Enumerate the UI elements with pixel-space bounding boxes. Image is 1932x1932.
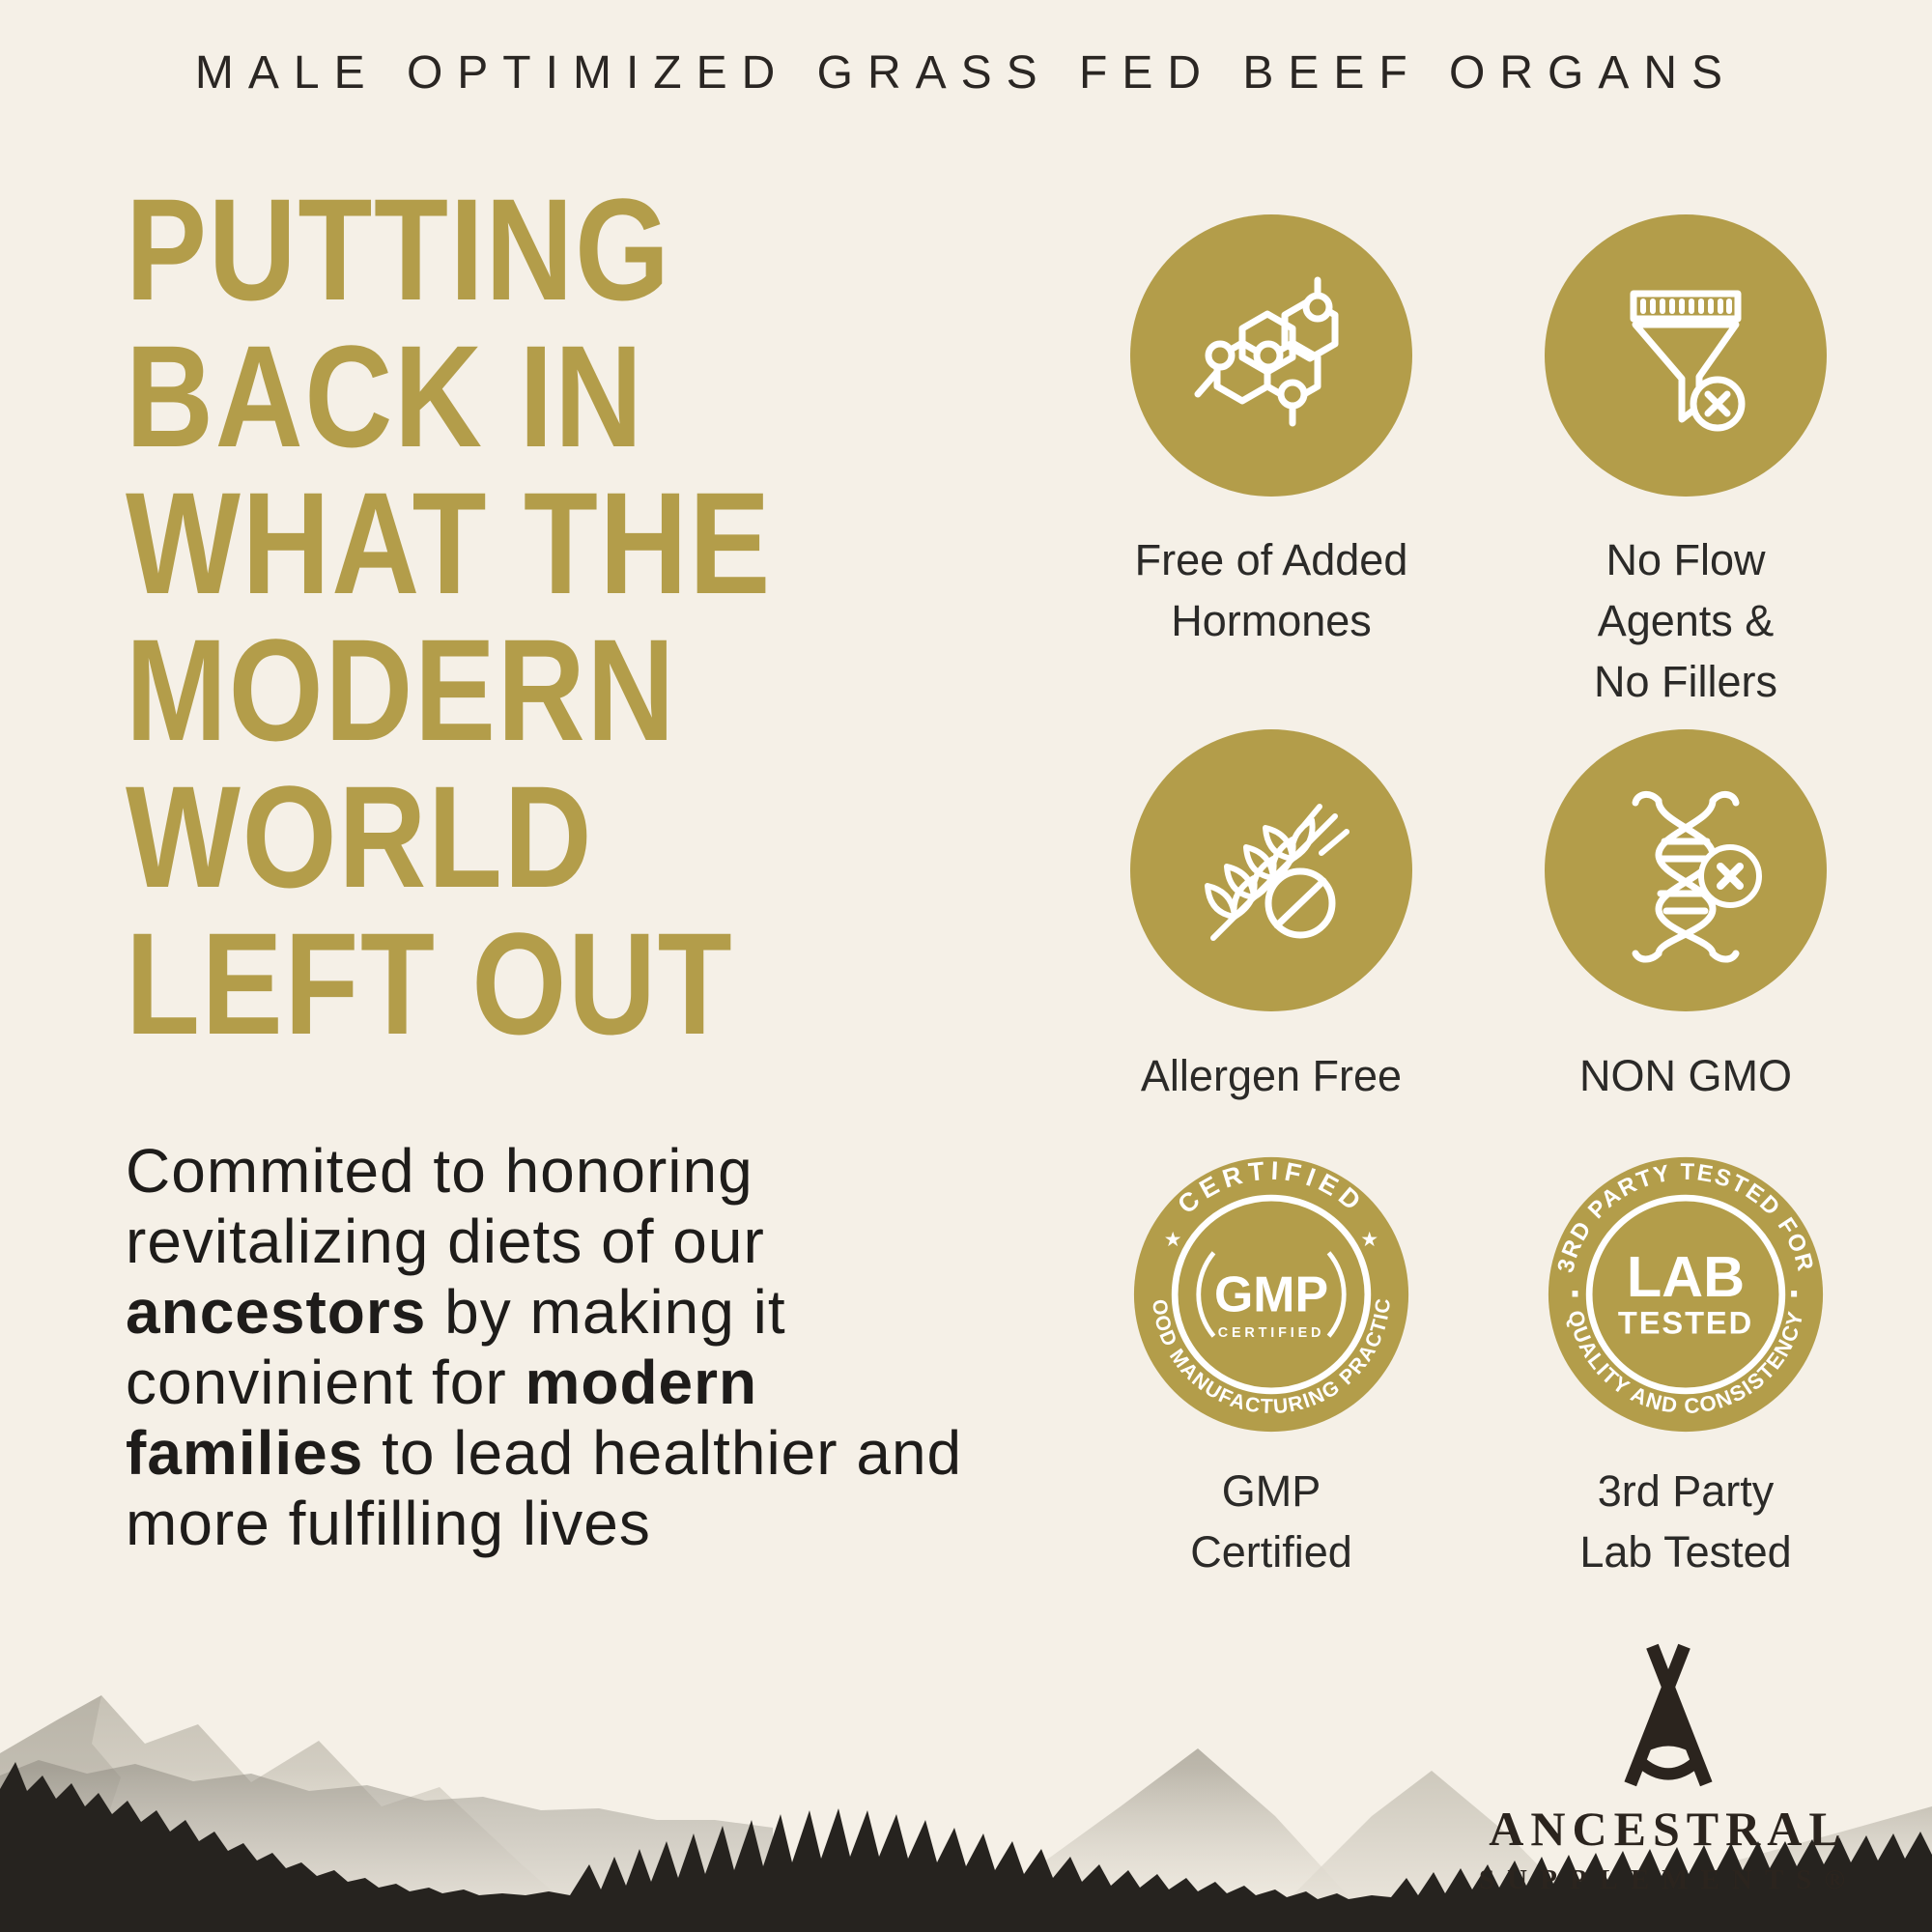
seal-center-subtext: CERTIFIED: [1218, 1325, 1325, 1341]
badge-label: No Flow Agents & No Fillers: [1593, 535, 1778, 706]
funnel-icon: [1630, 290, 1746, 432]
headline-line: PUTTING: [126, 168, 671, 330]
headline-line: WHAT THE: [126, 462, 772, 624]
paragraph-text: to lead healthier and more fulfilling li…: [126, 1418, 963, 1558]
headline-line: LEFT OUT: [126, 902, 734, 1065]
gmp-certified-seal: CERTIFIED GOOD MANUFACTURING PRACTICE ★ …: [1132, 1155, 1409, 1433]
paragraph-text: Commited to honoring revitalizing diets …: [126, 1136, 765, 1276]
seal-center-subtext: TESTED: [1618, 1304, 1753, 1340]
paragraph-text: by making it convinient for: [126, 1277, 786, 1417]
molecule-icon: [1194, 276, 1339, 427]
paragraph-bold: modern families: [126, 1348, 758, 1488]
brand-subname: SUPPLEMENTS®: [1479, 1864, 1858, 1895]
seal-caption: 3rd Party Lab Tested: [1579, 1466, 1792, 1577]
brand-name: ANCESTRAL: [1489, 1802, 1848, 1856]
star-icon: ★: [1164, 1229, 1182, 1251]
mountain-landscape: [0, 1695, 1932, 1932]
dot-separator: ·: [1788, 1270, 1802, 1316]
headline-line: BACK IN: [126, 315, 644, 477]
badge-no-flow-agents: [1545, 214, 1827, 497]
badge-allergen-free: [1130, 729, 1412, 1011]
badge-non-gmo: [1545, 729, 1827, 1011]
dot-separator: ·: [1570, 1270, 1583, 1316]
paragraph-bold: ancestors: [126, 1277, 427, 1347]
seal-center-text: GMP: [1214, 1265, 1328, 1321]
headline: PUTTING BACK IN WHAT THE MODERN WORLD LE…: [126, 176, 937, 1057]
badge-label: NON GMO: [1579, 1051, 1792, 1100]
badge-label: Allergen Free: [1140, 1051, 1403, 1100]
dna-icon: [1632, 791, 1762, 963]
page-title: MALE OPTIMIZED GRASS FED BEEF ORGANS: [194, 47, 1738, 99]
wheat-icon: [1205, 804, 1350, 941]
headline-line: MODERN: [126, 609, 677, 771]
star-icon: ★: [1360, 1229, 1378, 1251]
brand-logo: ANCESTRAL SUPPLEMENTS®: [1446, 1642, 1890, 1896]
seal-center-text: LAB: [1627, 1244, 1745, 1309]
lab-tested-seal: 3RD PARTY TESTED FOR QUALITY AND CONSIST…: [1548, 1156, 1824, 1433]
badge-free-of-added-hormones: [1130, 214, 1412, 497]
headline-line: WORLD: [126, 755, 594, 918]
teepee-logo-icon: [1624, 1643, 1713, 1787]
badge-label: Free of Added Hormones: [1134, 535, 1408, 645]
seal-caption: GMP Certified: [1190, 1466, 1352, 1577]
mission-paragraph: Commited to honoring revitalizing diets …: [126, 1136, 976, 1559]
